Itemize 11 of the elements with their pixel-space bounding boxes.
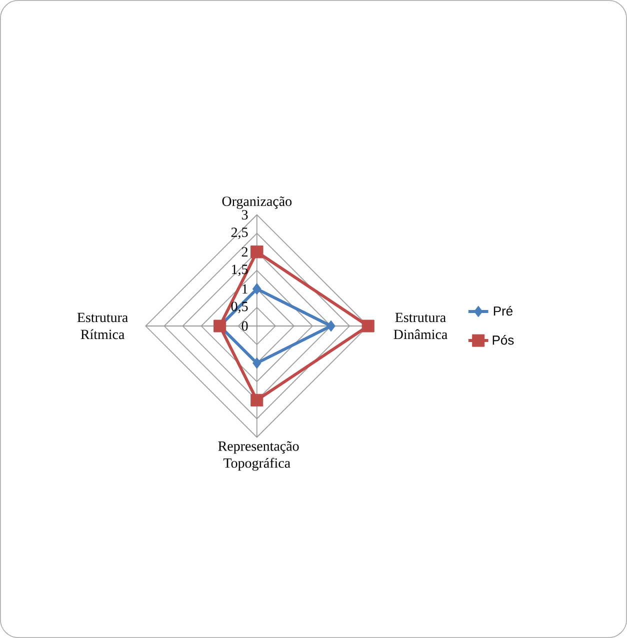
y-tick-label: 0 <box>242 321 248 331</box>
spoke-label: Estrutura Dinâmica <box>394 312 448 340</box>
legend-label: Pré <box>494 306 512 316</box>
y-tick-label: 1 <box>242 284 248 294</box>
y-tick-label: 3 <box>242 210 248 220</box>
y-tick-label: 2 <box>242 247 248 256</box>
spoke-label: Representação Topográfica <box>218 441 299 471</box>
spoke-label: Estrutura Rítmica <box>77 312 128 340</box>
spoke-label: Organização <box>222 196 292 209</box>
legend-label: Pós <box>492 335 514 345</box>
y-tick-label: 2,5 <box>231 228 248 240</box>
